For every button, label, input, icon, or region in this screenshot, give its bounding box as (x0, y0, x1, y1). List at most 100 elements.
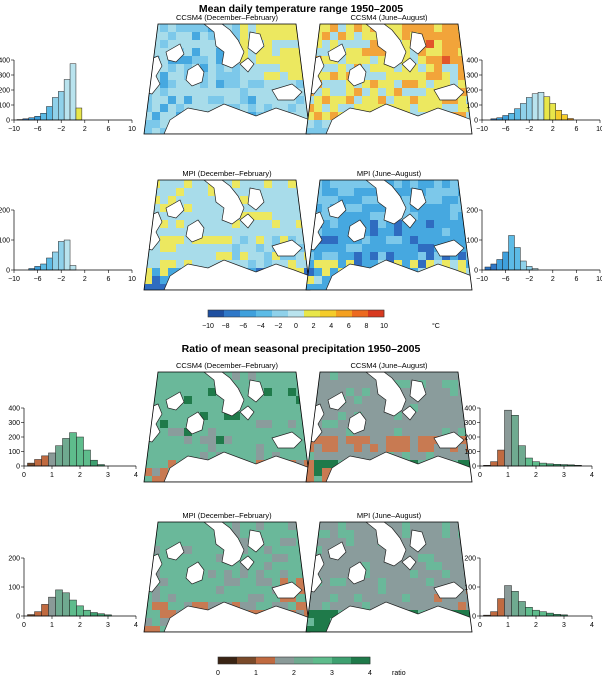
map-cell (362, 412, 371, 421)
map-cell (160, 428, 169, 437)
map-cell (160, 236, 169, 245)
map-cell (306, 476, 315, 482)
map-cell (346, 236, 355, 245)
map-cell (200, 252, 209, 261)
histogram-x-tick-label: 2 (83, 126, 87, 133)
map-cell (306, 212, 315, 221)
map-cell (402, 72, 411, 81)
map-cell (370, 212, 379, 221)
map-cell (280, 188, 289, 197)
map-cell (192, 388, 201, 397)
map-cell (434, 236, 443, 245)
histogram-x-tick-label: 2 (551, 126, 555, 133)
map-cell (322, 554, 331, 563)
map-cell (402, 380, 411, 389)
map-cell (272, 522, 281, 531)
map-cell (208, 436, 217, 445)
map-cell (442, 220, 451, 229)
temperature-colorbar-tick-label: 2 (312, 323, 316, 330)
map-cell (216, 396, 225, 405)
map-cell (256, 48, 265, 57)
map-cell (410, 554, 419, 563)
map-cell (466, 372, 472, 381)
histogram-x-tick-label: 6 (574, 276, 578, 283)
map-cell (272, 554, 281, 563)
map-cell (216, 428, 225, 437)
map-cell (256, 444, 265, 453)
map-cell (394, 88, 403, 97)
map-cell (394, 452, 403, 461)
map-cell (144, 104, 153, 113)
map-cell (434, 80, 443, 89)
map-cell (304, 180, 310, 189)
map-cell (330, 578, 339, 587)
map-cell (216, 436, 225, 445)
map-cell (208, 586, 217, 595)
map-cell (426, 554, 435, 563)
map-cell (184, 388, 193, 397)
map-cell (240, 228, 249, 237)
map-cell (378, 404, 387, 413)
map-cell (362, 594, 371, 603)
sea-area (325, 103, 472, 134)
map-cell (370, 252, 379, 261)
sea-area (163, 601, 310, 632)
map-cell (458, 64, 467, 73)
map-cell (208, 594, 217, 603)
map-cell (248, 228, 257, 237)
histogram-bar (520, 103, 527, 121)
map-cell (394, 578, 403, 587)
histogram-bar (40, 113, 47, 121)
map-cell (330, 530, 339, 539)
map-cell (208, 260, 217, 269)
map-cell (200, 562, 209, 571)
map-cell (314, 96, 323, 105)
map-cell (378, 236, 387, 245)
map-cell (346, 562, 355, 571)
map-cell (378, 228, 387, 237)
map-cell (362, 396, 371, 405)
map-cell (466, 268, 472, 277)
map-cell (272, 372, 281, 381)
map-cell (160, 96, 169, 105)
map-cell (410, 212, 419, 221)
map-cell (256, 404, 265, 413)
map-cell (370, 444, 379, 453)
map-cell (280, 428, 289, 437)
map-cell (168, 268, 177, 277)
histogram-y-tick-label: 200 (464, 435, 476, 442)
map-cell (152, 40, 161, 49)
map-cell (160, 476, 169, 482)
map-cell (410, 80, 419, 89)
map-cell (338, 252, 347, 261)
map-cell (264, 40, 273, 49)
map-cell (248, 56, 257, 65)
map-cell (160, 276, 169, 285)
map-cell (466, 602, 472, 611)
map-cell (322, 48, 331, 57)
sea-area (409, 31, 427, 55)
map-cell (442, 212, 451, 221)
map-cell (322, 452, 331, 461)
precipitation-colorbar-tick-label: 3 (330, 670, 334, 677)
map-cell (378, 586, 387, 595)
map-cell (378, 96, 387, 105)
map-cell (200, 436, 209, 445)
map-cell (378, 396, 387, 405)
map-cell (338, 88, 347, 97)
map-cell (200, 404, 209, 413)
map-cell (402, 56, 411, 65)
map-cell (208, 420, 217, 429)
map-cell (288, 522, 297, 531)
map-cell (160, 32, 169, 41)
map-cell (176, 56, 185, 65)
map-cell (256, 252, 265, 261)
map-cell (394, 522, 403, 531)
map-cell (402, 372, 411, 381)
map-cell (450, 188, 459, 197)
histogram-bar (497, 449, 505, 467)
map-cell (224, 586, 233, 595)
histogram-bar (41, 604, 49, 617)
map-cell (208, 204, 217, 213)
